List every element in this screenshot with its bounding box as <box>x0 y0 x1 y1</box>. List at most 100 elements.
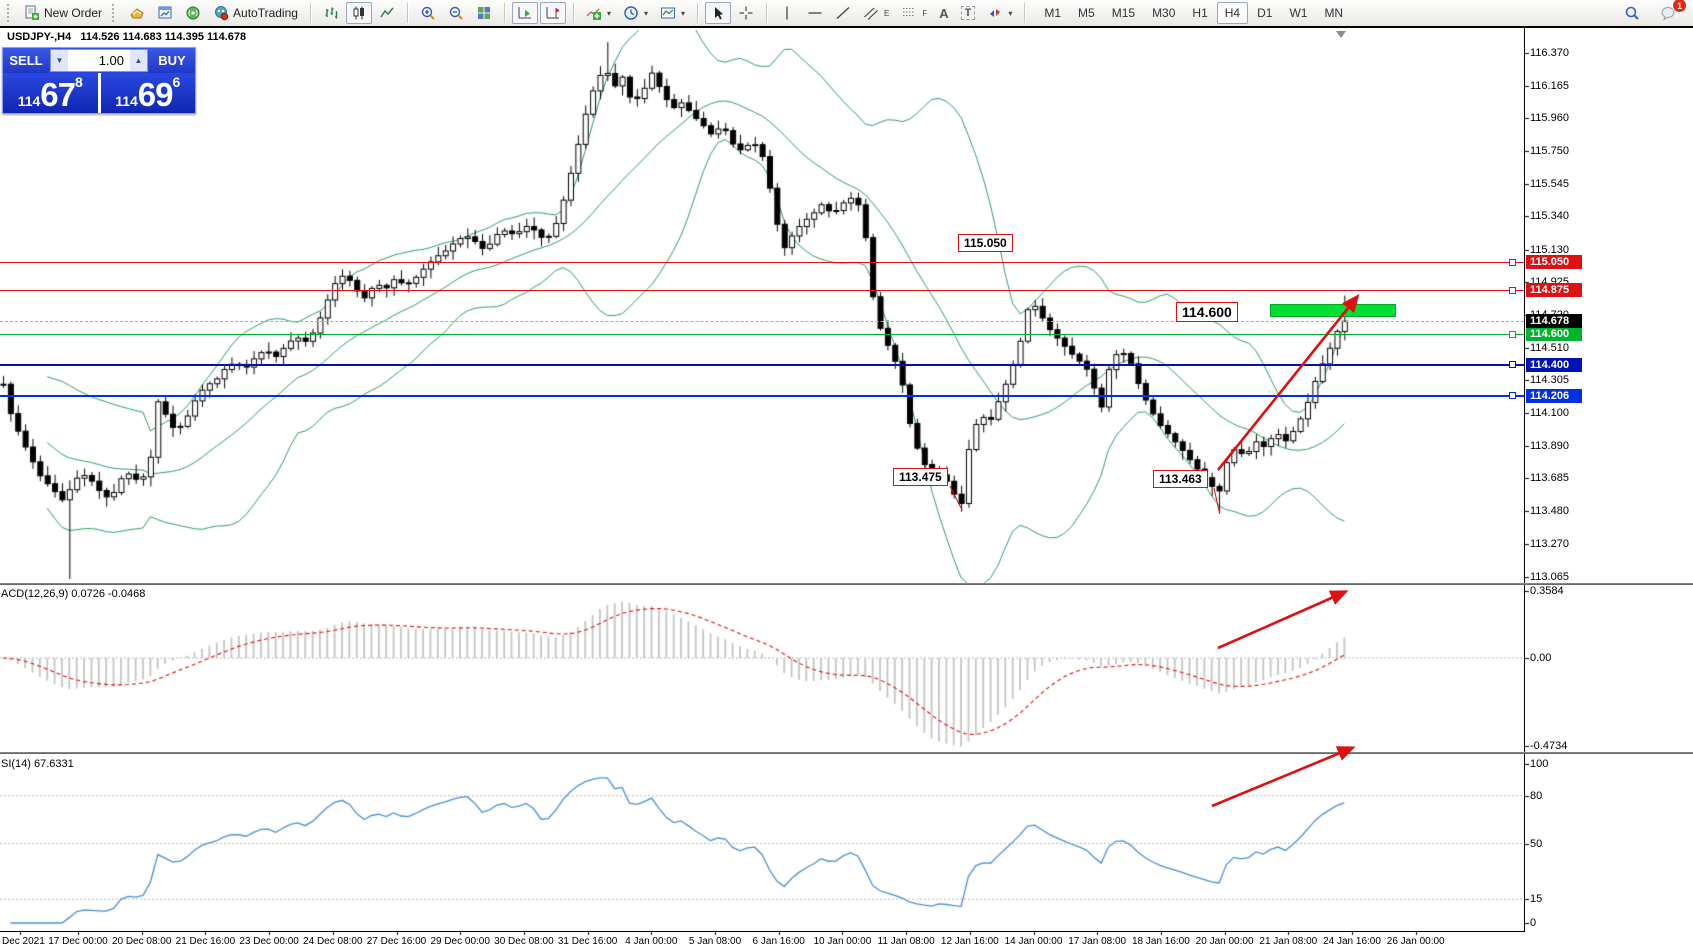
autotrading-button[interactable]: AutoTrading <box>208 2 303 24</box>
tile-windows-button[interactable] <box>471 2 497 24</box>
sell-price-big: 67 <box>40 76 76 113</box>
signals-button[interactable] <box>180 2 206 24</box>
chart-window-icon <box>158 6 172 19</box>
timeframe-button-h1[interactable]: H1 <box>1192 6 1208 20</box>
price-chart-canvas[interactable] <box>0 28 1693 948</box>
price-badge-114.206: 114.206 <box>1526 389 1582 403</box>
buy-price-prefix: 114 <box>115 93 138 109</box>
text-label-tool-button[interactable]: T <box>956 2 981 24</box>
timeframe-button-m30[interactable]: M30 <box>1152 6 1176 20</box>
horizontal-line-icon <box>808 12 822 14</box>
timeframe-button-m5[interactable]: M5 <box>1078 6 1095 20</box>
toolbar-grip[interactable] <box>112 4 119 22</box>
market-watch-button[interactable] <box>124 2 150 24</box>
macd-axis-axis_min: -0.4734 <box>1530 740 1568 753</box>
line-handle[interactable] <box>1509 392 1516 399</box>
toolbar-grip[interactable] <box>7 4 14 22</box>
hline-115.050[interactable] <box>0 259 1524 266</box>
cursor-tool-button[interactable] <box>705 2 731 24</box>
text-label-icon: T <box>960 6 976 20</box>
price-axis-tick: 115.960 <box>1530 112 1569 125</box>
chart-window-button[interactable] <box>152 2 178 24</box>
trendline-tool-button[interactable] <box>830 2 856 24</box>
time-axis-line <box>0 931 1524 932</box>
pane-separator-rsi[interactable] <box>0 752 1693 754</box>
rsi-axis-tick: 15 <box>1530 893 1543 906</box>
notifications-button[interactable]: 1 <box>1655 0 1687 24</box>
dropdown-caret-icon: ▾ <box>643 8 648 18</box>
price-callout-114.600[interactable]: 114.600 <box>1176 302 1238 322</box>
chart-shift-marker[interactable] <box>1336 31 1346 38</box>
line-handle[interactable] <box>1509 287 1516 294</box>
arrows-tool-button[interactable]: ▾ <box>982 2 1017 24</box>
hline-114.400[interactable] <box>0 361 1524 368</box>
highlight-zone[interactable] <box>1270 304 1396 317</box>
new-order-button[interactable]: New Order <box>19 2 107 24</box>
line-handle[interactable] <box>1509 331 1516 338</box>
arrows-tool-icon <box>990 9 1001 17</box>
hline-114.600[interactable] <box>0 331 1524 338</box>
timeframe-button-d1[interactable]: D1 <box>1257 6 1273 20</box>
sell-price-display[interactable]: 114 67 8 <box>3 73 98 113</box>
macd-indicator-label: ACD(12,26,9) 0.0726 -0.0468 <box>1 588 146 600</box>
chart-title: USDJPY-,H4 114.526 114.683 114.395 114.6… <box>7 31 247 43</box>
timeframe-button-h4[interactable]: H4 <box>1216 2 1249 24</box>
time-axis-label: 27 Dec 16:00 <box>366 936 427 947</box>
templates-button[interactable]: ▾ <box>655 2 690 24</box>
price-axis-tick: 116.370 <box>1530 47 1569 60</box>
buy-price-display[interactable]: 114 69 6 <box>100 73 195 113</box>
indicators-icon <box>586 8 601 20</box>
crosshair-tool-button[interactable] <box>733 2 759 24</box>
equidistant-channel-tool-button[interactable]: E <box>858 2 894 24</box>
search-button[interactable] <box>1619 2 1645 24</box>
periods-button[interactable]: ▾ <box>618 2 653 24</box>
line-handle[interactable] <box>1509 259 1516 266</box>
bar-chart-type-button[interactable] <box>318 2 344 24</box>
chart-shift-button[interactable] <box>539 2 566 24</box>
fibonacci-tool-button[interactable]: F <box>896 2 932 24</box>
price-callout-113.475[interactable]: 113.475 <box>893 468 948 486</box>
timeframe-button-w1[interactable]: W1 <box>1289 6 1308 20</box>
price-axis-tick: 113.270 <box>1530 538 1569 551</box>
horizontal-line-tool-button[interactable] <box>802 2 828 24</box>
price-callout-115.050[interactable]: 115.050 <box>958 234 1013 252</box>
hline-114.875[interactable] <box>0 287 1524 294</box>
vertical-line-tool-button[interactable] <box>774 2 800 24</box>
indicators-button[interactable]: ▾ <box>581 2 616 24</box>
price-axis-tick: 114.305 <box>1530 374 1569 387</box>
sell-price-sup: 8 <box>75 74 83 90</box>
timeframe-button-mn[interactable]: MN <box>1324 6 1344 20</box>
buy-button[interactable]: BUY <box>149 48 195 73</box>
timeframe-button-m15[interactable]: M15 <box>1111 6 1136 20</box>
pane-separator-macd[interactable] <box>0 583 1693 585</box>
price-axis-tick: 113.480 <box>1530 504 1569 517</box>
price-callout-113.463[interactable]: 113.463 <box>1153 470 1208 488</box>
timeframe-toolbar: M1 M5 M15 M30 H1 H4 D1 W1 MN <box>1036 2 1351 24</box>
price-badge-115.050: 115.050 <box>1526 255 1582 269</box>
time-axis-label: 18 Jan 16:00 <box>1131 936 1190 947</box>
auto-scroll-button[interactable] <box>511 2 538 24</box>
text-tool-button[interactable]: A <box>934 2 953 24</box>
macd-axis-axis_zero: 0.00 <box>1530 652 1552 664</box>
hline-114.206[interactable] <box>0 392 1524 399</box>
time-axis-label: 5 Jan 08:00 <box>688 936 742 947</box>
zoom-out-button[interactable] <box>443 2 469 24</box>
price-badge-114.875: 114.875 <box>1526 283 1582 297</box>
volume-increase-button[interactable]: ▲ <box>130 50 147 71</box>
rsi-axis-tick: 80 <box>1530 789 1543 802</box>
time-axis-label: 4 Jan 00:00 <box>625 936 678 947</box>
volume-decrease-button[interactable]: ▼ <box>51 50 68 71</box>
line-handle[interactable] <box>1509 361 1516 368</box>
volume-input[interactable] <box>68 52 130 69</box>
time-axis-label: 24 Jan 16:00 <box>1323 936 1381 947</box>
price-axis-tick: 113.065 <box>1530 570 1569 583</box>
fibonacci-icon <box>903 8 915 16</box>
line-chart-type-button[interactable] <box>374 2 400 24</box>
sell-button[interactable]: SELL <box>3 48 49 73</box>
zoom-in-button[interactable] <box>415 2 441 24</box>
sell-price-prefix: 114 <box>17 93 41 109</box>
timeframe-button-m1[interactable]: M1 <box>1044 6 1062 20</box>
macd-axis-axis_max: 0.3584 <box>1530 585 1564 597</box>
time-axis-label: 30 Dec 08:00 <box>494 936 554 947</box>
candlestick-chart-type-button[interactable] <box>345 2 372 24</box>
